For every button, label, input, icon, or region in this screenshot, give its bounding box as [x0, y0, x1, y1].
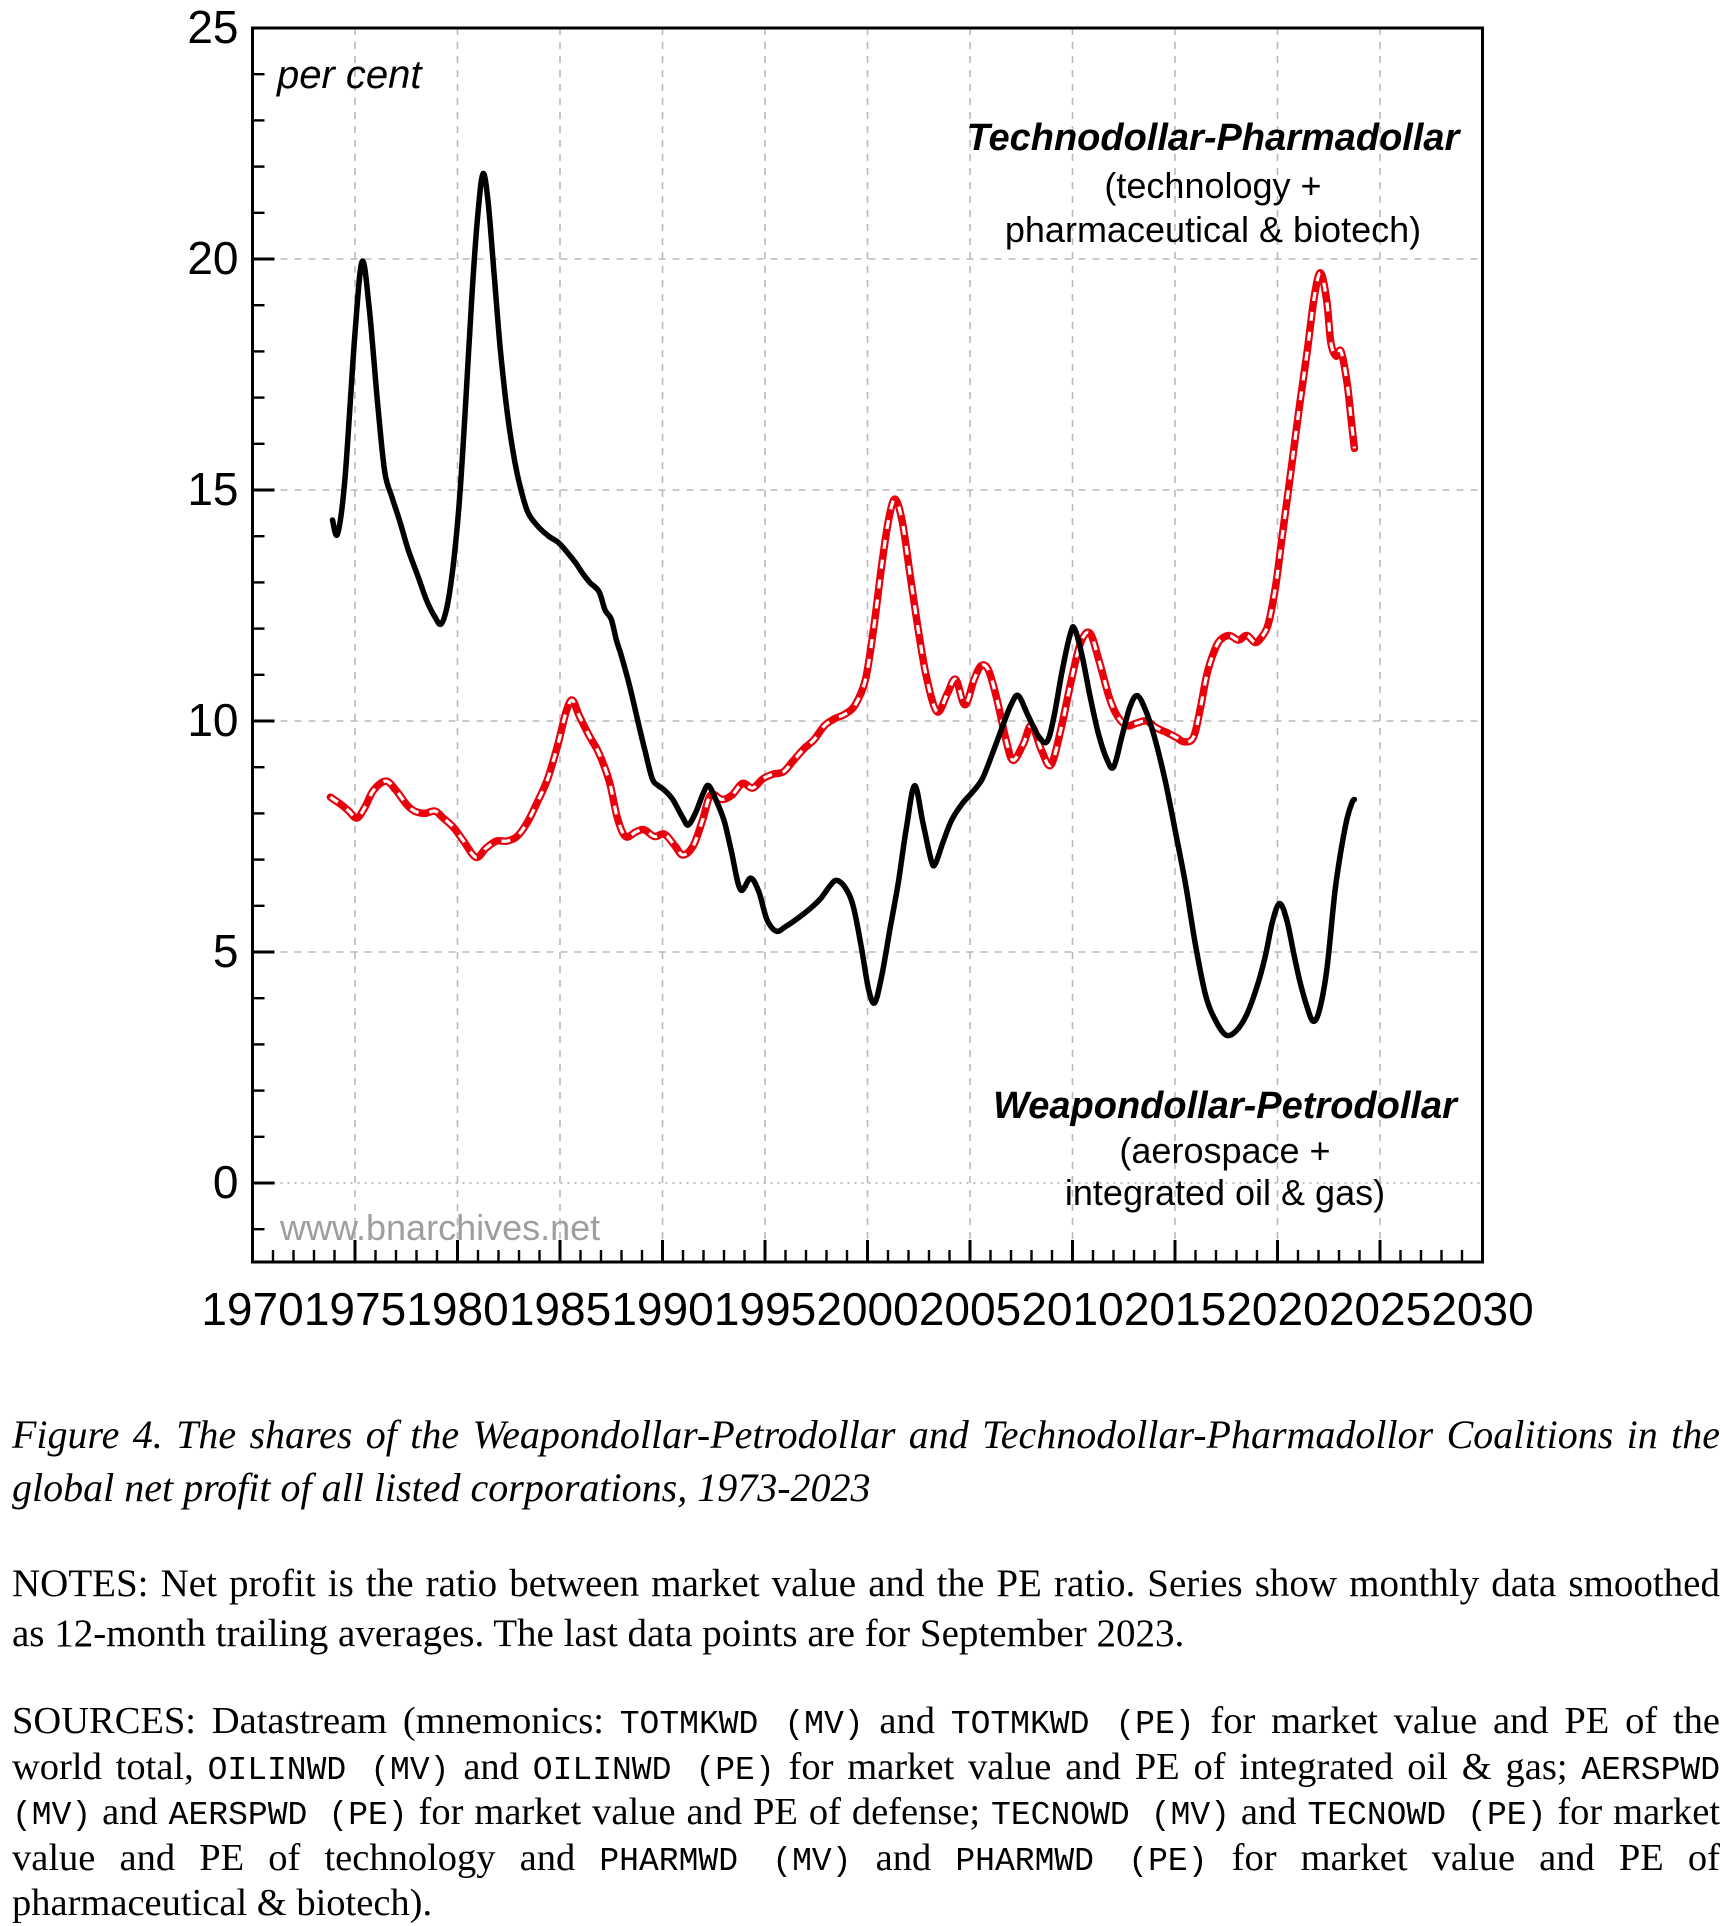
- sources-text: for market value and PE of defense;: [407, 1791, 992, 1834]
- x-tick-label: 2005: [919, 1283, 1021, 1335]
- x-tick-label: 2015: [1124, 1283, 1226, 1335]
- figure-notes: NOTES: Net profit is the ratio between m…: [12, 1561, 1720, 1656]
- x-tick-label: 2025: [1329, 1283, 1431, 1335]
- sources-text: and: [851, 1836, 956, 1879]
- sources-text: for market value and PE of the world tot…: [12, 1699, 1721, 1788]
- x-tick-label: 1990: [611, 1283, 713, 1335]
- technodollar-line: [326, 269, 1359, 862]
- y-tick-label: 10: [187, 694, 238, 746]
- weapondollar-label-line1: Weapondollar-Petrodollar: [993, 1085, 1459, 1127]
- figure-sources: SOURCES: Datastream (mnemonics: TOTMKWD …: [12, 1699, 1720, 1926]
- source-mnemonic: TECNOWD (MV): [991, 1797, 1230, 1835]
- figure-caption: Figure 4. The shares of the Weapondollar…: [12, 1412, 1720, 1510]
- source-mnemonic: AERSPWD (PE): [168, 1797, 408, 1835]
- technodollar-line-dash-overlay: [329, 271, 1356, 859]
- figure-chart: www.bnarchives.net 0 5 10 15 20 25 1970 1975 1980…: [187, 1, 1533, 1335]
- source-mnemonic: TECNOWD (PE): [1307, 1797, 1547, 1835]
- sources-text: for market value and PE of integrated oi…: [774, 1745, 1582, 1788]
- sources-text: and: [863, 1699, 951, 1742]
- x-tick-label: 1970: [201, 1283, 303, 1335]
- y-tick-label: 25: [187, 1, 238, 53]
- weapondollar-line: [329, 170, 1358, 1039]
- watermark-text: www.bnarchives.net: [279, 1207, 600, 1248]
- sources-text: and: [91, 1791, 169, 1834]
- x-tick-label: 1975: [304, 1283, 406, 1335]
- source-mnemonic: PHARMWD (MV): [599, 1842, 852, 1880]
- x-tick-label: 2010: [1021, 1283, 1123, 1335]
- source-mnemonic: OILINWD (PE): [532, 1751, 775, 1789]
- y-tick-label: 0: [213, 1156, 239, 1208]
- technodollar-label-line3: pharmaceutical & biotech): [1005, 209, 1421, 250]
- x-tick-label: 2030: [1431, 1283, 1533, 1335]
- technodollar-label-line2: (technology +: [1104, 165, 1321, 206]
- technodollar-label-line1: Technodollar-Pharmadollar: [967, 117, 1462, 159]
- x-tick-label: 2020: [1226, 1283, 1328, 1335]
- y-tick-label: 5: [213, 925, 239, 977]
- x-tick-label: 2000: [816, 1283, 918, 1335]
- y-tick-label: 15: [187, 463, 238, 515]
- weapondollar-label-line2: (aerospace +: [1119, 1130, 1330, 1171]
- source-mnemonic: TOTMKWD (PE): [950, 1705, 1195, 1743]
- y-tick-label: 20: [187, 232, 238, 284]
- weapondollar-label-line3: integrated oil & gas): [1065, 1172, 1385, 1213]
- source-mnemonic: PHARMWD (PE): [955, 1842, 1208, 1880]
- sources-text: and: [449, 1745, 533, 1788]
- x-tick-label: 1995: [714, 1283, 816, 1335]
- x-tick-label: 1985: [509, 1283, 611, 1335]
- unit-label: per cent: [276, 53, 423, 97]
- sources-text: and: [1230, 1791, 1308, 1834]
- source-mnemonic: OILINWD (MV): [207, 1751, 450, 1789]
- source-mnemonic: AERSPWD (MV): [12, 1751, 1720, 1835]
- sources-text: SOURCES: Datastream (mnemonics:: [12, 1699, 620, 1742]
- figure-text-block: Figure 4. The shares of the Weapondollar…: [0, 1409, 1730, 1926]
- x-tick-label: 1980: [406, 1283, 508, 1335]
- source-mnemonic: TOTMKWD (MV): [619, 1705, 864, 1743]
